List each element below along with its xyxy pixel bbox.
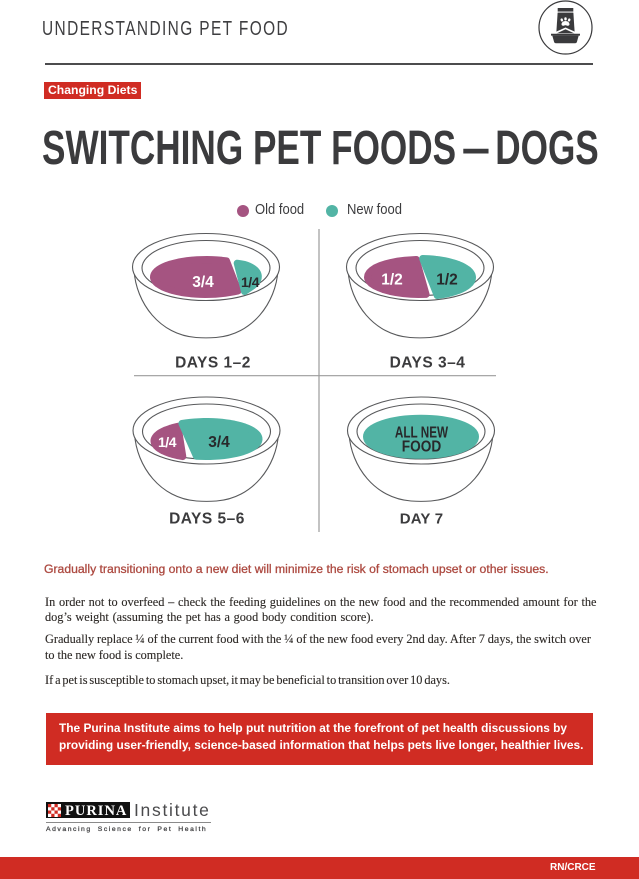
- svg-text:1/2: 1/2: [381, 272, 403, 289]
- svg-text:3/4: 3/4: [208, 434, 230, 451]
- svg-text:3/4: 3/4: [192, 274, 214, 291]
- svg-text:DAYS 1–2: DAYS 1–2: [175, 355, 251, 372]
- svg-text:ALL NEW: ALL NEW: [395, 425, 448, 442]
- svg-text:1/4: 1/4: [241, 274, 260, 290]
- svg-text:DAY 7: DAY 7: [400, 511, 444, 528]
- svg-text:1/4: 1/4: [158, 434, 177, 450]
- svg-text:DAYS 3–4: DAYS 3–4: [390, 355, 466, 372]
- svg-text:DAYS 5–6: DAYS 5–6: [169, 511, 245, 528]
- svg-text:1/2: 1/2: [436, 272, 458, 289]
- svg-text:FOOD: FOOD: [402, 439, 442, 456]
